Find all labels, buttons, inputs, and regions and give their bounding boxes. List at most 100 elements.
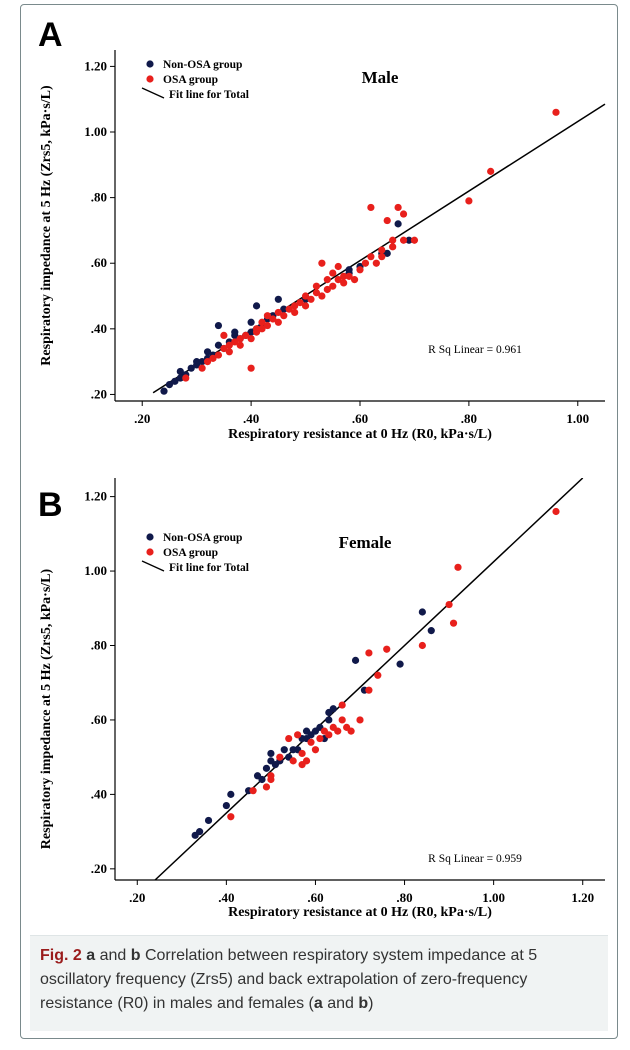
male-scatter-chart: .20 .40 .60 .80 1.00 .20 .40 .60 .80 1.00 1.20 Resp… <box>39 50 606 442</box>
osa-point <box>203 358 212 366</box>
osa-point <box>418 641 426 650</box>
osa-point <box>267 772 275 780</box>
osa-point <box>329 282 337 290</box>
osa-point <box>378 246 386 254</box>
non-osa-point <box>196 828 204 836</box>
non-osa-point <box>165 380 174 389</box>
osa-point <box>307 738 315 746</box>
chart-title: Male <box>362 68 399 87</box>
osa-point <box>383 216 391 225</box>
osa-point <box>340 279 348 287</box>
osa-point <box>252 325 261 333</box>
non-osa-point <box>227 790 235 798</box>
x-tick-label: 1.00 <box>482 890 505 905</box>
non-osa-point <box>214 341 223 349</box>
figure-frame <box>20 4 618 1039</box>
non-osa-point <box>262 764 271 772</box>
osa-point <box>236 341 244 349</box>
osa-point <box>263 312 272 320</box>
osa-point <box>334 727 342 735</box>
osa-point <box>350 276 359 284</box>
osa-point <box>301 292 310 300</box>
osa-point <box>198 364 206 372</box>
legend-label: OSA group <box>163 547 218 559</box>
osa-point <box>269 315 277 323</box>
legend-line-marker <box>141 87 165 99</box>
non-osa-point <box>247 328 255 336</box>
non-osa-point <box>418 608 426 616</box>
osa-point <box>365 686 373 694</box>
osa-point <box>302 757 311 765</box>
figure-caption: Fig. 2 a and b Correlation between respi… <box>30 935 608 1031</box>
osa-point <box>389 236 397 244</box>
chart-title: Female <box>339 533 392 552</box>
legend-label: Fit line for Total <box>169 89 249 101</box>
x-tick-label: .40 <box>218 890 234 905</box>
non-osa-point <box>427 627 435 635</box>
y-tick-label: .80 <box>91 638 107 653</box>
osa-point <box>378 253 386 261</box>
osa-point <box>445 600 453 609</box>
non-osa-point <box>280 746 288 754</box>
osa-point <box>249 787 257 795</box>
y-tick-label: .40 <box>91 321 107 336</box>
osa-point <box>312 289 321 297</box>
osa-point <box>285 305 293 313</box>
osa-point <box>552 507 560 516</box>
osa-point <box>225 348 233 356</box>
caption-text: a and b Correlation between respiratory … <box>40 947 537 1012</box>
x-tick-label: .80 <box>396 890 412 905</box>
panel-letter-b: B <box>38 486 63 524</box>
y-tick-label: 1.20 <box>84 489 107 504</box>
x-tick-label: .20 <box>134 411 150 426</box>
non-osa-point <box>187 364 195 372</box>
osa-point <box>361 259 370 267</box>
legend-marker <box>146 548 154 556</box>
osa-point <box>552 108 560 116</box>
osa-point <box>214 351 223 359</box>
osa-point <box>294 731 302 739</box>
osa-point <box>347 727 355 735</box>
y-tick-label: .60 <box>91 255 107 270</box>
non-osa-point <box>222 801 230 810</box>
osa-point <box>389 243 397 251</box>
y-axis-label: Respiratory impedance at 5 Hz (Zrs5, kPa… <box>39 568 54 849</box>
x-axis-label: Respiratory resistance at 0 Hz (R0, kPa·… <box>228 905 492 920</box>
non-osa-point <box>247 318 255 326</box>
osa-point <box>465 197 473 205</box>
osa-point <box>340 272 348 280</box>
legend-label: Fit line for Total <box>169 562 249 574</box>
osa-point <box>449 619 458 627</box>
y-tick-label: .40 <box>91 786 107 801</box>
osa-point <box>365 649 373 657</box>
osa-point <box>291 308 299 317</box>
osa-point <box>231 338 239 346</box>
panel-letter-a: A <box>38 16 63 54</box>
osa-point <box>325 731 333 739</box>
non-osa-point <box>394 220 402 228</box>
osa-point <box>236 335 244 343</box>
legend-label: Non-OSA group <box>163 532 242 544</box>
osa-point <box>367 253 375 261</box>
non-osa-point <box>274 295 282 303</box>
x-tick-label: 1.00 <box>566 411 589 426</box>
non-osa-point <box>383 249 391 257</box>
y-tick-label: 1.00 <box>84 124 107 139</box>
osa-point <box>316 734 324 743</box>
non-osa-point <box>204 816 213 825</box>
osa-point <box>323 276 331 284</box>
osa-point <box>242 331 250 339</box>
non-osa-point <box>193 358 201 366</box>
osa-point <box>311 746 320 754</box>
caption-panel-ref: b <box>358 995 369 1012</box>
osa-point <box>274 308 282 317</box>
female-scatter-chart: .20 .40 .60 .80 1.00 1.20 .20 .40 .60 .80 1.00 1.20… <box>39 478 605 920</box>
osa-point <box>274 318 282 326</box>
caption-segment: and <box>95 947 131 964</box>
legend-line-marker <box>141 560 165 572</box>
osa-point <box>334 276 342 284</box>
x-axis-label: Respiratory resistance at 0 Hz (R0, kPa·… <box>228 427 492 442</box>
caption-segment: ) <box>368 995 374 1012</box>
osa-point <box>276 753 284 761</box>
non-osa-point <box>345 266 353 274</box>
